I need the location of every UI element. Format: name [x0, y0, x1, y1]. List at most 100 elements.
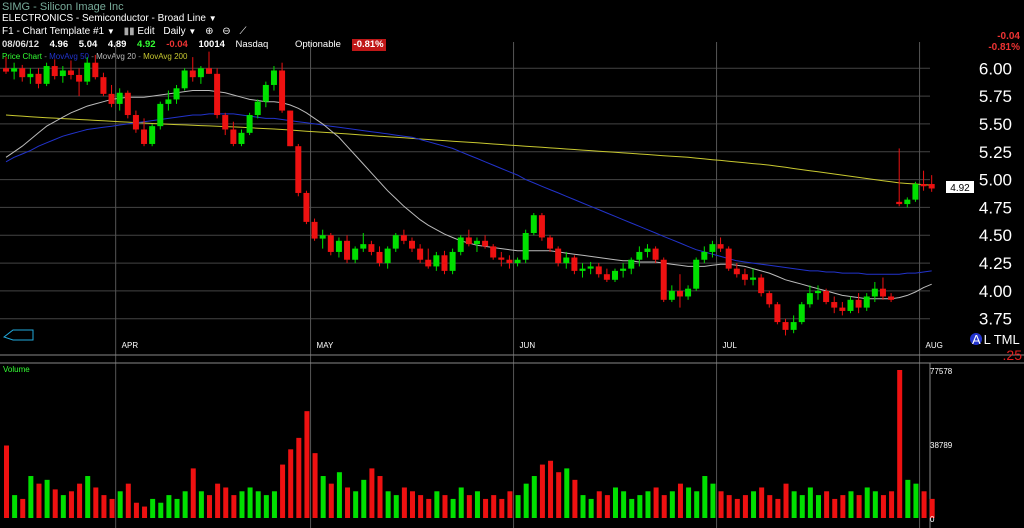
candle-body — [344, 240, 351, 260]
volume-bar — [856, 495, 862, 518]
price-tick-label: 6.00 — [979, 59, 1012, 78]
volume-bar — [596, 491, 602, 518]
candle-body — [295, 146, 302, 193]
volume-bar — [613, 487, 618, 518]
volume-bar — [531, 476, 537, 518]
candle-body — [189, 70, 196, 78]
candle-body — [409, 240, 415, 249]
volume-bar — [661, 495, 667, 518]
volume-bar — [336, 472, 342, 518]
candle-body — [132, 115, 139, 130]
quote-high: 5.04 — [78, 39, 98, 50]
volume-bar — [101, 495, 107, 518]
candle-body — [181, 70, 188, 89]
chevron-down-icon[interactable]: ▼ — [208, 14, 217, 23]
candle-body — [262, 84, 269, 102]
volume-bar — [353, 491, 359, 518]
sector-label: ELECTRONICS - Semiconductor - Broad Line… — [2, 13, 217, 25]
candle-body — [701, 251, 708, 260]
volume-bar — [807, 487, 813, 518]
volume-bar — [824, 491, 830, 518]
candle-body — [311, 221, 318, 239]
bars-icon: ▮▮ — [123, 26, 135, 37]
volume-bar — [629, 498, 635, 518]
candle-body — [425, 259, 432, 267]
candle-body — [798, 304, 805, 323]
volume-bar — [872, 491, 878, 518]
atml-label[interactable]: A L TML — [970, 332, 1020, 347]
candle-body — [595, 266, 602, 275]
candle-body — [173, 88, 180, 100]
scroll-handle-icon[interactable] — [2, 329, 34, 341]
candle-body — [709, 244, 716, 252]
candle-body — [490, 246, 497, 258]
candle-body — [384, 248, 391, 264]
volume-bar — [410, 491, 415, 518]
volume-bar — [288, 449, 294, 518]
volume-bar — [93, 487, 99, 518]
period-label: Daily — [163, 26, 186, 37]
volume-bar — [434, 491, 440, 518]
candles — [3, 51, 935, 336]
candle-body — [19, 68, 26, 78]
ma200-polyline — [5, 114, 932, 186]
volume-bar — [36, 483, 42, 518]
candle-body — [319, 235, 326, 239]
legend-price: Price Chart — [2, 52, 43, 61]
candle-body — [368, 244, 375, 252]
candle-body — [43, 66, 50, 84]
quote-low: 4.89 — [107, 39, 127, 50]
candle-body — [725, 248, 732, 269]
volume-bar — [231, 495, 237, 518]
volume-bar — [645, 491, 651, 518]
volume-bar — [572, 479, 578, 518]
candle-body — [871, 288, 878, 297]
volume-bar — [271, 491, 277, 518]
volume-bar — [686, 487, 692, 518]
volume-bar — [832, 498, 838, 518]
candle-body — [392, 235, 399, 249]
candle-body — [571, 257, 578, 271]
chevron-down-icon: ▼ — [188, 27, 197, 36]
candle-body — [279, 70, 286, 111]
zoom-in-icon[interactable]: ⊕ — [205, 26, 214, 37]
chart-template-dropdown[interactable]: F1 - Chart Template #1 ▼ — [2, 26, 115, 38]
legend-ma200: MovAvg 200 — [143, 52, 188, 61]
candle-body — [685, 288, 692, 297]
volume-bar — [280, 464, 286, 518]
volume-bar — [215, 483, 221, 518]
volume-bar — [499, 498, 505, 518]
volume-bar — [150, 498, 156, 518]
candle-body — [287, 110, 294, 147]
candle-body — [790, 322, 797, 330]
candle-body — [522, 233, 529, 260]
legend-ma50: MovAvg 50 — [49, 52, 89, 61]
volume-bar — [507, 491, 513, 518]
zoom-out-icon[interactable]: ⊖ — [222, 26, 231, 37]
atml-text: A L TML — [972, 332, 1020, 347]
volume-bar — [377, 476, 383, 518]
edit-button[interactable]: ▮▮ Edit — [124, 26, 155, 38]
pct-right: -0.81% — [988, 42, 1020, 53]
candle-body — [676, 290, 683, 297]
candle-body — [774, 304, 781, 323]
volume-bar — [515, 495, 521, 518]
volume-bar — [637, 495, 643, 518]
candle-body — [465, 237, 472, 245]
volume-bar — [588, 498, 594, 518]
volume-bars — [4, 370, 935, 518]
candle-body — [644, 248, 651, 252]
volume-bar — [491, 495, 497, 518]
volume-bar — [426, 498, 432, 518]
candle-body — [498, 257, 505, 260]
candle-body — [376, 251, 383, 264]
period-dropdown[interactable]: Daily ▼ — [163, 26, 196, 38]
candle-body — [636, 251, 643, 260]
candle-body — [806, 293, 813, 305]
volume-bar — [239, 491, 245, 518]
draw-line-icon[interactable]: ⟋ — [239, 26, 247, 37]
volume-bar — [60, 495, 66, 518]
quote-line: 08/06/12 4.96 5.04 4.89 4.92 -0.04 10014… — [2, 39, 386, 51]
candle-body — [920, 184, 927, 187]
